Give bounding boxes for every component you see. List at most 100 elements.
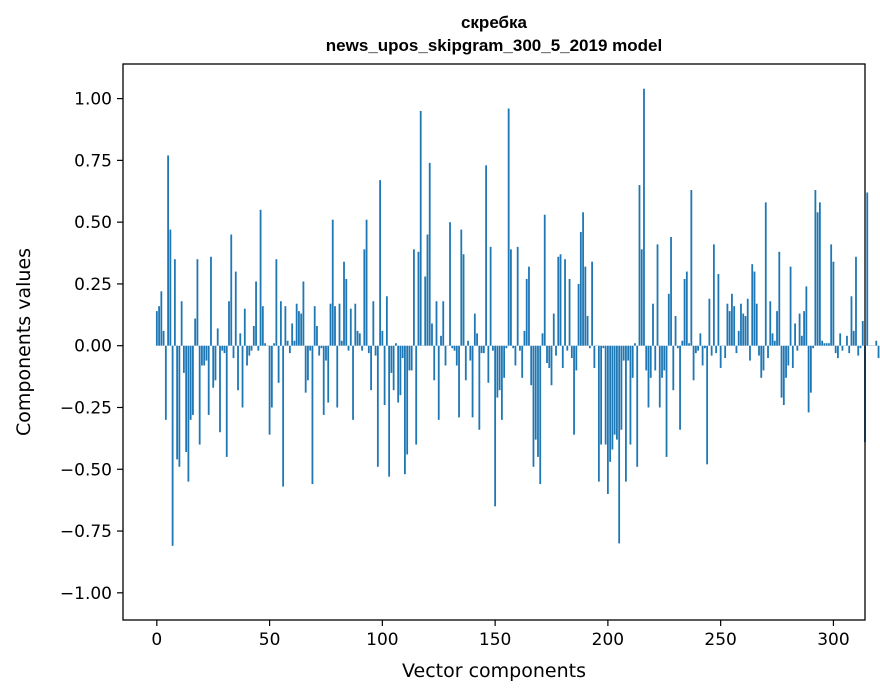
bar-192 — [588, 345, 591, 349]
bar-106 — [394, 343, 397, 346]
bar-23 — [207, 345, 210, 415]
bar-181 — [564, 259, 566, 346]
plot-frame — [122, 63, 866, 621]
bar-77 — [329, 303, 332, 346]
bar-40 — [246, 345, 248, 366]
bar-42 — [250, 345, 253, 351]
bar-98 — [376, 345, 379, 467]
bar-299 — [830, 244, 833, 346]
bar-292 — [814, 190, 817, 346]
bar-146 — [485, 165, 487, 346]
bar-208 — [625, 345, 627, 482]
bar-135 — [460, 229, 463, 346]
y-tick-label: 0.00 — [74, 337, 112, 357]
bar-290 — [809, 345, 812, 393]
bar-197 — [600, 345, 603, 445]
bar-75 — [325, 345, 327, 361]
bar-269 — [762, 345, 765, 371]
bar-253 — [726, 303, 729, 346]
bar-145 — [482, 345, 485, 354]
bar-294 — [818, 202, 821, 346]
bar-171 — [541, 333, 544, 346]
bar-149 — [491, 345, 494, 351]
bar-199 — [604, 345, 607, 445]
bar-68 — [309, 345, 312, 351]
bar-108 — [399, 345, 402, 396]
bar-268 — [760, 345, 763, 378]
chart-title: скребка — [461, 13, 528, 32]
bar-202 — [611, 345, 614, 450]
bar-303 — [839, 333, 842, 346]
bar-172 — [543, 214, 546, 346]
bar-204 — [616, 345, 618, 440]
bar-185 — [573, 345, 575, 435]
bar-178 — [557, 256, 560, 346]
bar-139 — [469, 345, 472, 361]
bar-284 — [796, 345, 799, 351]
bar-193 — [591, 261, 593, 346]
bar-207 — [622, 345, 625, 361]
bar-220 — [652, 303, 654, 346]
bar-239 — [694, 345, 697, 354]
bar-80 — [336, 345, 339, 408]
bar-7 — [171, 345, 174, 546]
bar-228 — [670, 236, 672, 346]
bar-240 — [697, 345, 699, 351]
x-tick-label: 150 — [479, 630, 511, 650]
bar-100 — [381, 330, 384, 346]
bar-162 — [521, 345, 524, 378]
bar-31 — [225, 345, 228, 457]
bar-120 — [426, 234, 429, 346]
bar-257 — [735, 345, 738, 354]
bar-198 — [602, 345, 605, 349]
bar-13 — [185, 345, 188, 452]
y-axis-label: Components values — [13, 248, 35, 436]
bar-110 — [404, 345, 406, 475]
bar-56 — [282, 345, 285, 487]
bar-241 — [699, 333, 702, 346]
bar-18 — [196, 259, 199, 346]
bar-175 — [550, 345, 553, 386]
bar-187 — [577, 283, 580, 346]
bar-285 — [798, 313, 801, 346]
bar-37 — [239, 333, 242, 346]
bar-255 — [731, 293, 733, 346]
bar-205 — [618, 345, 621, 544]
bar-312 — [859, 345, 862, 349]
bar-298 — [828, 343, 830, 346]
y-tick-label: 0.50 — [74, 213, 112, 233]
bar-30 — [223, 345, 226, 354]
bar-6 — [169, 229, 172, 346]
bar-95 — [370, 345, 372, 391]
bar-117 — [419, 110, 422, 346]
x-axis-ticks: 0 50 100 150 200 250 300 — [151, 620, 850, 650]
bar-163 — [523, 330, 526, 346]
bar-221 — [654, 345, 657, 371]
bar-64 — [300, 313, 303, 346]
bar-286 — [800, 335, 803, 346]
bar-244 — [706, 345, 709, 465]
bar-121 — [428, 162, 431, 346]
bar-109 — [401, 345, 404, 359]
bar-93 — [365, 219, 368, 346]
bar-74 — [322, 345, 325, 415]
bar-231 — [676, 345, 679, 349]
bar-283 — [794, 323, 796, 346]
bar-90 — [358, 333, 361, 346]
bar-153 — [500, 345, 503, 420]
bar-212 — [634, 343, 636, 346]
x-axis-label: Vector components — [402, 660, 586, 682]
bar-306 — [846, 335, 848, 346]
bar-12 — [182, 345, 185, 373]
bar-123 — [433, 345, 436, 381]
bar-319 — [875, 340, 878, 346]
y-tick-label: 1.00 — [74, 90, 112, 110]
bar-291 — [812, 345, 815, 349]
bar-46 — [259, 209, 262, 346]
bar-33 — [230, 234, 233, 346]
bar-238 — [692, 345, 695, 381]
bar-191 — [586, 316, 589, 346]
bar-234 — [683, 278, 686, 346]
bar-36 — [237, 345, 239, 391]
bar-50 — [268, 345, 271, 435]
